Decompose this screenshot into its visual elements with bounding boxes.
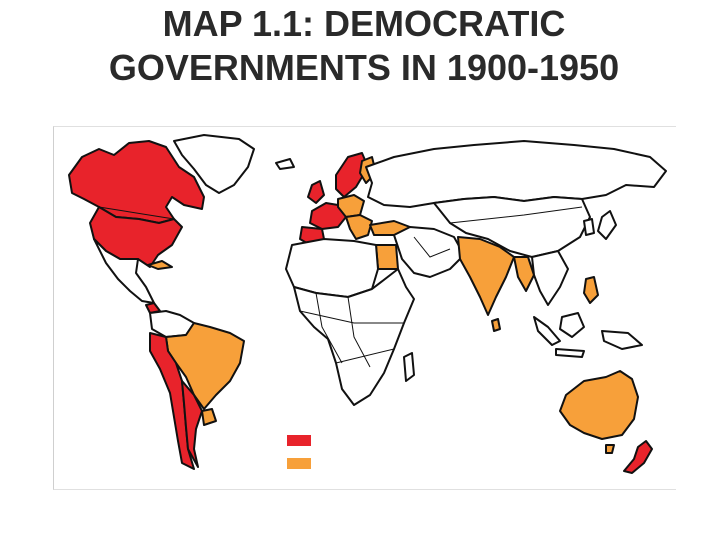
japan (597, 210, 617, 240)
west-south-america (149, 332, 195, 470)
border-russia-china (449, 206, 583, 224)
legend-swatch-red (287, 435, 311, 446)
border-africa-4 (335, 348, 395, 364)
indonesia-sumatra (533, 316, 561, 346)
border-middle-east (413, 236, 451, 258)
mexico (93, 238, 155, 304)
greenland (173, 134, 255, 194)
india (457, 236, 515, 316)
madagascar (403, 352, 415, 382)
western-europe (309, 202, 347, 230)
title-line-2: GOVERNMENTS IN 1900-1950 (108, 47, 620, 88)
southeast-asia (531, 250, 569, 306)
burma (513, 256, 535, 292)
sri-lanka (491, 318, 501, 332)
uruguay (201, 408, 217, 426)
border-canada-usa (98, 206, 175, 220)
argentina (181, 380, 203, 468)
cuba (147, 260, 173, 270)
china-mongolia (433, 196, 591, 258)
iceland (275, 158, 295, 170)
border-africa-1 (315, 292, 343, 364)
middle-east (393, 226, 465, 278)
balkans (345, 214, 373, 240)
border-africa-2 (347, 296, 371, 368)
russia (365, 140, 667, 208)
tasmania (605, 444, 615, 454)
philippines (583, 276, 599, 304)
slide-title: MAP 1.1: DEMOCRATIC GOVERNMENTS IN 1900-… (0, 2, 728, 90)
united-kingdom (307, 180, 325, 204)
indonesia-borneo (559, 312, 585, 338)
world-map (53, 126, 676, 490)
world-map-svg (68, 134, 667, 474)
legend-swatch-orange (287, 458, 311, 469)
brazil (165, 322, 245, 410)
border-africa-3 (299, 310, 404, 324)
new-zealand (623, 440, 653, 474)
title-line-1: MAP 1.1: DEMOCRATIC (162, 3, 566, 44)
new-guinea (601, 330, 643, 350)
korea (583, 218, 595, 236)
australia (559, 370, 639, 440)
indonesia-java (555, 348, 585, 358)
egypt (375, 244, 399, 270)
